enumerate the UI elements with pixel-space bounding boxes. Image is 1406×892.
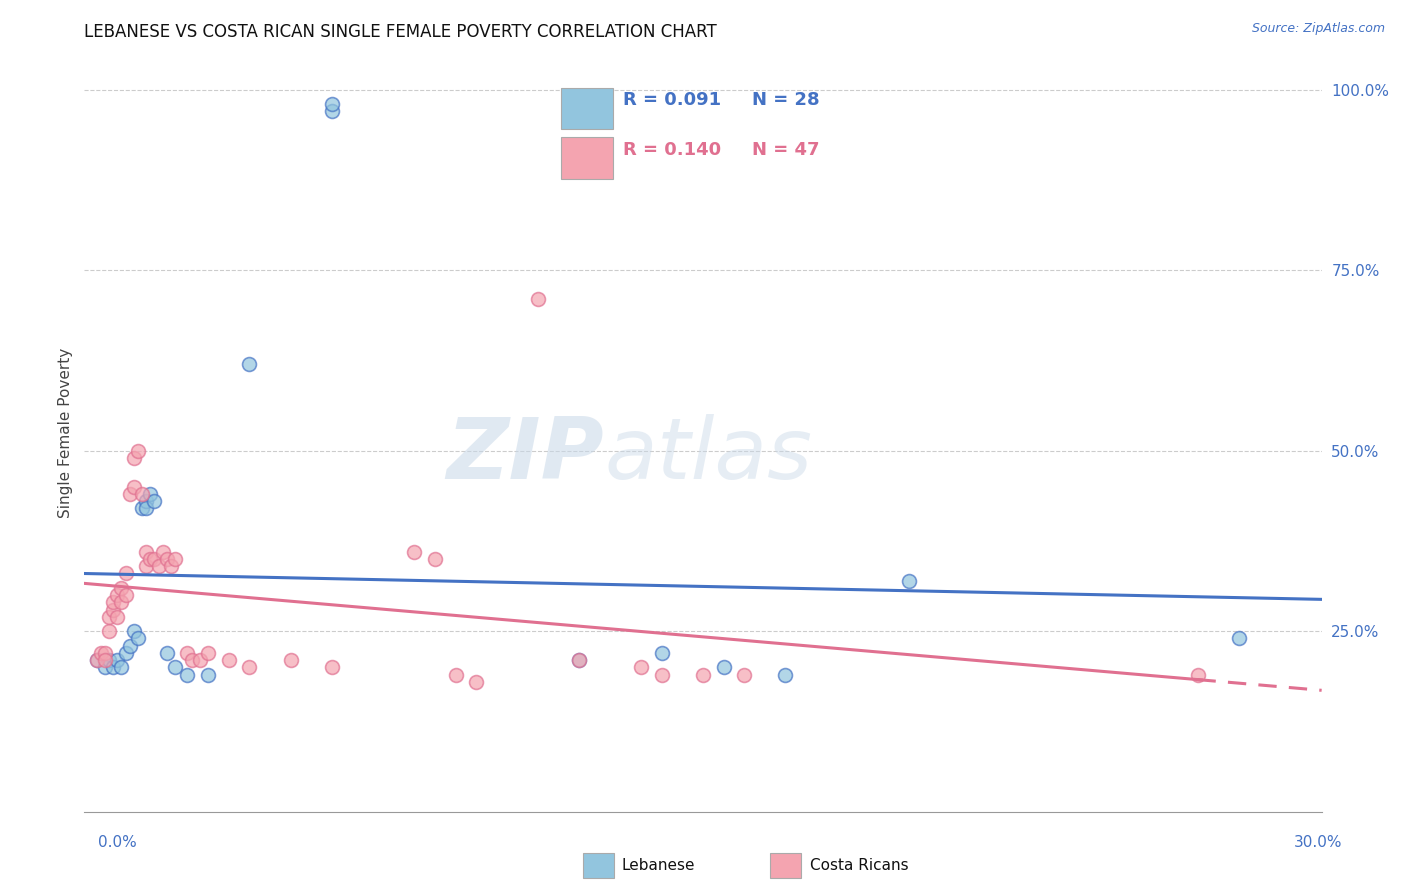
Y-axis label: Single Female Poverty: Single Female Poverty [58, 348, 73, 517]
Point [238, 660, 260, 674]
Bar [561, 87, 613, 129]
Point [103, 660, 125, 674]
Point [98, 609, 121, 624]
Point [110, 595, 132, 609]
Point [131, 501, 153, 516]
Point [94, 646, 117, 660]
Point [176, 667, 198, 681]
Point [898, 574, 921, 588]
Point [103, 595, 125, 609]
Point [135, 559, 157, 574]
Point [692, 667, 714, 681]
Point [321, 104, 343, 119]
Text: Lebanese: Lebanese [621, 858, 695, 872]
Point [651, 667, 673, 681]
Text: R = 0.140: R = 0.140 [623, 141, 721, 159]
Text: R = 0.091: R = 0.091 [623, 92, 721, 110]
Point [423, 552, 446, 566]
Point [465, 674, 488, 689]
Point [180, 653, 202, 667]
Point [139, 552, 162, 566]
Text: N = 47: N = 47 [752, 141, 820, 159]
Point [713, 660, 735, 674]
Point [238, 357, 260, 371]
Point [118, 487, 141, 501]
Point [127, 443, 149, 458]
Point [218, 653, 240, 667]
Point [86, 653, 108, 667]
Point [404, 545, 426, 559]
Point [568, 653, 591, 667]
Point [568, 653, 591, 667]
Point [105, 609, 128, 624]
Text: 0.0%: 0.0% [98, 836, 138, 850]
Point [1227, 632, 1250, 646]
Point [176, 646, 198, 660]
Point [114, 646, 136, 660]
Point [135, 545, 157, 559]
Point [135, 501, 157, 516]
Point [156, 646, 179, 660]
Point [118, 639, 141, 653]
Point [321, 97, 343, 112]
Point [165, 660, 187, 674]
Point [110, 660, 132, 674]
Text: atlas: atlas [605, 414, 813, 497]
Point [94, 660, 117, 674]
Point [651, 646, 673, 660]
Point [775, 667, 797, 681]
Point [197, 667, 219, 681]
Point [156, 552, 179, 566]
Point [143, 552, 166, 566]
Point [122, 480, 145, 494]
Point [444, 667, 467, 681]
Point [122, 450, 145, 465]
Text: N = 28: N = 28 [752, 92, 820, 110]
Point [197, 646, 219, 660]
Point [139, 487, 162, 501]
Point [135, 494, 157, 508]
Point [98, 624, 121, 639]
Point [105, 653, 128, 667]
Point [86, 653, 108, 667]
Bar [561, 137, 613, 178]
Point [98, 653, 121, 667]
Point [90, 646, 112, 660]
Text: ZIP: ZIP [446, 414, 605, 497]
Point [160, 559, 183, 574]
Point [733, 667, 755, 681]
Text: 30.0%: 30.0% [1295, 836, 1343, 850]
Point [1187, 667, 1209, 681]
Point [131, 487, 153, 501]
Point [114, 588, 136, 602]
Point [152, 545, 174, 559]
Point [122, 624, 145, 639]
Text: LEBANESE VS COSTA RICAN SINGLE FEMALE POVERTY CORRELATION CHART: LEBANESE VS COSTA RICAN SINGLE FEMALE PO… [84, 23, 717, 41]
Point [188, 653, 211, 667]
Text: Source: ZipAtlas.com: Source: ZipAtlas.com [1251, 22, 1385, 36]
Point [114, 566, 136, 581]
Point [527, 292, 550, 306]
Point [143, 494, 166, 508]
Point [321, 660, 343, 674]
Point [630, 660, 652, 674]
Point [280, 653, 302, 667]
Point [105, 588, 128, 602]
Point [110, 581, 132, 595]
Point [94, 653, 117, 667]
Point [127, 632, 149, 646]
Point [148, 559, 170, 574]
Point [103, 602, 125, 616]
Text: Costa Ricans: Costa Ricans [810, 858, 908, 872]
Point [165, 552, 187, 566]
